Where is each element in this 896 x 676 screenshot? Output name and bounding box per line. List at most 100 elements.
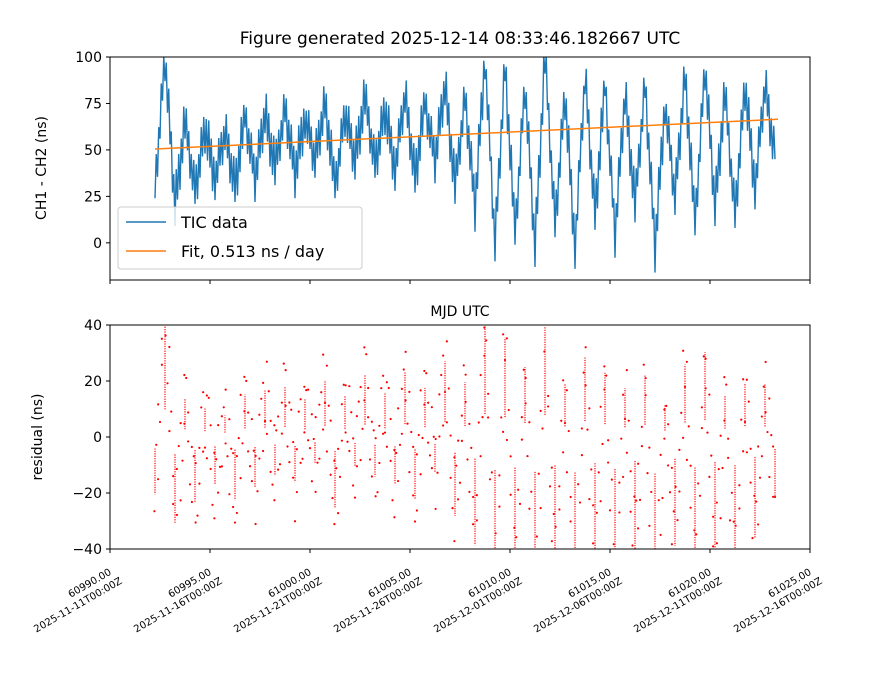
residual-point bbox=[262, 449, 265, 453]
residual-point bbox=[618, 511, 621, 514]
residual-point bbox=[427, 441, 430, 444]
residual-point bbox=[265, 360, 268, 363]
residual-point bbox=[682, 349, 685, 352]
residual-point bbox=[363, 346, 366, 349]
residual-point bbox=[398, 443, 402, 446]
residual-point bbox=[423, 369, 426, 373]
residual-point bbox=[338, 475, 342, 479]
residual-point bbox=[250, 480, 253, 483]
residual-point bbox=[580, 454, 584, 457]
residual-point bbox=[725, 383, 728, 386]
residual-point bbox=[773, 495, 777, 499]
residual-point bbox=[361, 427, 364, 430]
residual-point bbox=[299, 461, 302, 464]
residual-point bbox=[207, 396, 210, 399]
residual-point bbox=[665, 404, 668, 407]
residual-point bbox=[762, 385, 765, 388]
residual-point bbox=[286, 445, 289, 448]
residual-point bbox=[738, 507, 741, 510]
residual-point bbox=[271, 483, 274, 486]
residual-point bbox=[676, 518, 679, 522]
ytick-label: 0 bbox=[93, 430, 102, 446]
residual-point bbox=[573, 562, 575, 564]
ytick-label: 20 bbox=[84, 374, 102, 390]
residual-point bbox=[160, 363, 163, 366]
residual-point bbox=[181, 459, 184, 462]
residual-point bbox=[408, 390, 411, 393]
ytick-label: 75 bbox=[84, 96, 102, 112]
residual-point bbox=[419, 389, 422, 392]
residual-point bbox=[254, 522, 257, 526]
residual-point bbox=[402, 368, 405, 371]
residual-point bbox=[517, 567, 519, 569]
residual-point bbox=[322, 428, 325, 431]
residual-point bbox=[565, 389, 568, 392]
residual-point bbox=[772, 445, 775, 448]
residual-point bbox=[749, 481, 752, 484]
residual-point bbox=[263, 420, 267, 423]
residual-point bbox=[370, 420, 373, 423]
residual-point bbox=[712, 545, 715, 548]
residual-point bbox=[539, 409, 542, 412]
residual-point bbox=[650, 490, 653, 494]
residual-point bbox=[385, 445, 388, 448]
residual-point bbox=[348, 385, 351, 388]
residual-point bbox=[290, 408, 293, 411]
residual-point bbox=[440, 373, 443, 377]
residual-point bbox=[282, 362, 285, 365]
residual-point bbox=[400, 387, 403, 391]
residual-point bbox=[675, 573, 677, 575]
residual-point bbox=[728, 519, 732, 522]
residual-point bbox=[378, 424, 381, 427]
residual-point bbox=[337, 512, 340, 515]
residual-point bbox=[453, 540, 456, 543]
residual-point bbox=[258, 413, 261, 416]
residual-point bbox=[190, 445, 193, 449]
residual-point bbox=[631, 544, 634, 547]
residual-point bbox=[618, 481, 621, 484]
residual-point bbox=[475, 519, 478, 522]
residual-point bbox=[477, 421, 480, 424]
residual-point bbox=[656, 596, 658, 598]
residual-point bbox=[280, 401, 283, 404]
residual-point bbox=[657, 499, 660, 502]
residual-point bbox=[622, 393, 625, 396]
residual-point bbox=[712, 515, 715, 518]
residual-point bbox=[603, 365, 606, 368]
residual-point bbox=[597, 471, 600, 474]
residual-point bbox=[288, 401, 291, 404]
residual-point bbox=[232, 505, 235, 509]
residual-point bbox=[541, 427, 544, 430]
residual-point bbox=[509, 455, 512, 458]
residual-point bbox=[393, 516, 396, 519]
residual-point bbox=[303, 385, 306, 388]
residual-point bbox=[659, 453, 662, 456]
residual-point bbox=[526, 454, 529, 458]
residual-point bbox=[498, 505, 501, 508]
residual-point bbox=[190, 500, 193, 504]
residual-point bbox=[698, 494, 702, 497]
residual-point bbox=[708, 393, 711, 396]
residual-point bbox=[415, 453, 418, 456]
residual-point bbox=[269, 419, 272, 422]
residual-point bbox=[659, 533, 662, 537]
residual-point bbox=[500, 416, 503, 419]
residual-point bbox=[656, 570, 658, 572]
residual-point bbox=[462, 364, 465, 367]
residual-point bbox=[515, 536, 518, 539]
residual-point bbox=[367, 416, 370, 419]
residual-point bbox=[513, 606, 515, 608]
residual-point bbox=[751, 536, 754, 540]
residual-point bbox=[395, 451, 398, 455]
residual-point bbox=[218, 465, 222, 468]
residual-point bbox=[758, 476, 762, 479]
top-xlabel: MJD UTC bbox=[430, 304, 489, 320]
residual-point bbox=[307, 388, 310, 391]
residual-point bbox=[153, 510, 156, 513]
residual-point bbox=[569, 495, 572, 499]
residual-point bbox=[556, 566, 558, 568]
residual-point bbox=[260, 397, 263, 400]
residual-point bbox=[457, 439, 460, 442]
